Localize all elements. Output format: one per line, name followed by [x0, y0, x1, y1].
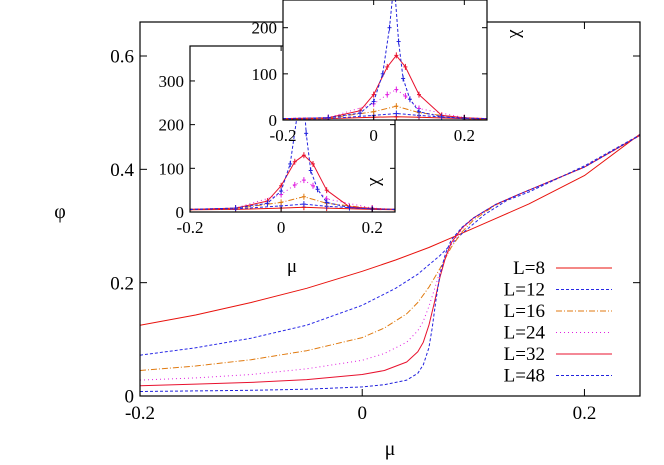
series-line-L-8 — [140, 133, 640, 326]
series-line-L-12 — [140, 134, 640, 356]
y-tick-label: 0 — [125, 387, 135, 408]
y-tick-label: 100 — [159, 159, 185, 178]
x-tick-label: 0.2 — [573, 403, 597, 424]
x-tick-label: 0 — [277, 218, 286, 237]
y-tick-label: 0 — [176, 203, 185, 222]
legend-label: L=12 — [504, 280, 545, 301]
y-axis-label: φ — [54, 201, 66, 223]
inset-x-axis-label: χ — [369, 177, 390, 187]
y-tick-label: 200 — [252, 19, 278, 38]
x-tick-label: 0 — [369, 126, 378, 145]
x-tick-label: 0.2 — [454, 126, 475, 145]
x-tick-label: -0.2 — [270, 126, 297, 145]
legend-label: L=24 — [504, 323, 546, 344]
y-tick-label: 0 — [269, 111, 278, 130]
y-tick-label: 0.2 — [110, 273, 134, 294]
series-line-L-24 — [283, 89, 487, 120]
x-tick-label: -0.2 — [177, 218, 204, 237]
y-tick-label: 0.4 — [110, 160, 134, 181]
x-tick-label: -0.2 — [125, 403, 155, 424]
series-line-L-48 — [283, 0, 487, 120]
y-tick-label: 300 — [159, 72, 185, 91]
x-axis-label: μ — [385, 438, 396, 460]
legend-label: L=48 — [504, 366, 545, 387]
legend-label: L=8 — [513, 258, 545, 279]
legend: L=8L=12L=16L=24L=32L=48 — [504, 258, 612, 387]
x-tick-label: 0 — [357, 403, 367, 424]
inset-y-axis-label: χ — [509, 29, 530, 39]
x-tick-label: 0.2 — [362, 218, 383, 237]
legend-label: L=32 — [504, 344, 545, 365]
inset-x-axis-label: μ — [287, 256, 297, 277]
plot-background — [283, 0, 487, 120]
y-tick-label: 200 — [159, 116, 185, 135]
plot-frame — [282, 0, 488, 121]
legend-label: L=16 — [504, 301, 545, 322]
series-group — [140, 133, 640, 392]
y-tick-label: 0.6 — [110, 47, 134, 68]
y-tick-label: 100 — [252, 65, 278, 84]
series-line-L-48 — [140, 134, 640, 392]
